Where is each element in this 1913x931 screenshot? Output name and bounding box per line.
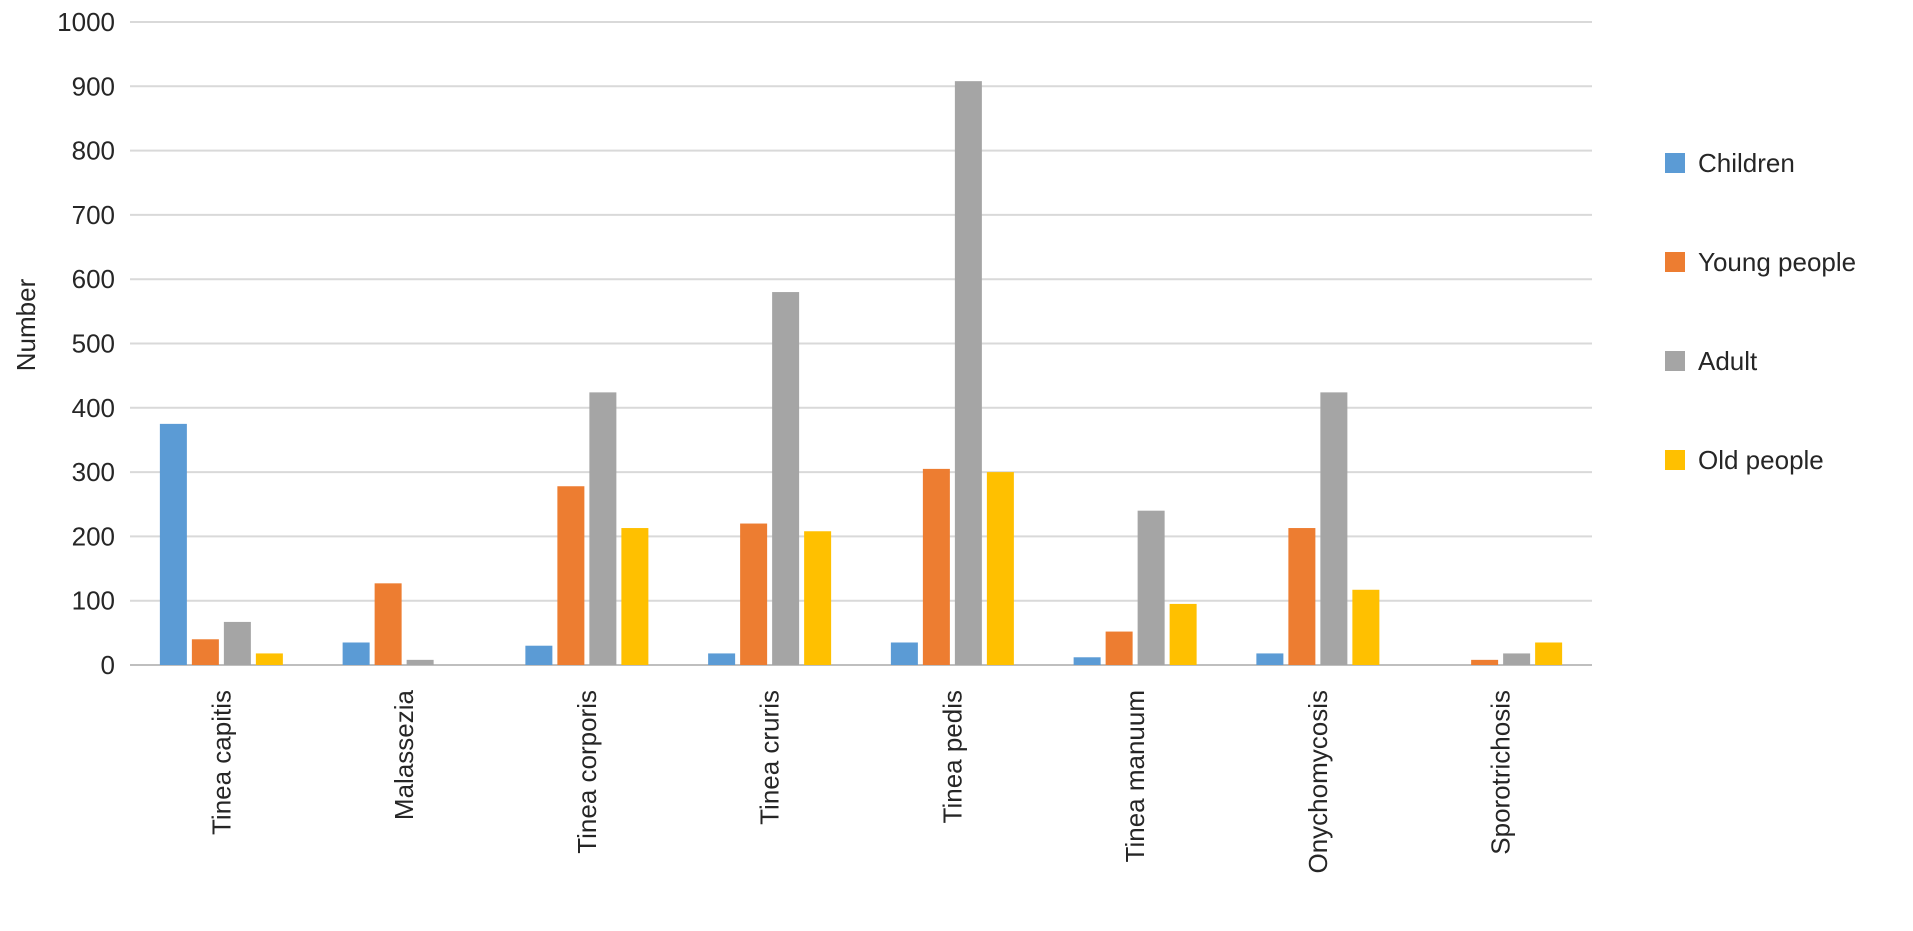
y-tick-label: 200 [72,521,115,551]
bar-adult [772,292,800,665]
bar-children [890,642,918,665]
x-tick-label: Tinea capitis [206,690,236,835]
bar-young-people [1105,631,1133,665]
y-tick-label: 700 [72,200,115,230]
legend-swatch [1665,252,1685,272]
legend-label: Children [1698,148,1795,178]
bar-young-people [191,639,219,665]
legend-swatch [1665,153,1685,173]
legend-label: Old people [1698,445,1824,475]
bar-children [342,642,370,665]
bar-adult [954,81,982,665]
legend: Children Young people Adult Old people [1665,148,1856,475]
bar-adult [406,659,434,665]
y-tick-label: 800 [72,136,115,166]
x-axis: Tinea capitis Malassezia Tinea corporis Tin… [206,689,1515,873]
y-tick-label: 300 [72,457,115,487]
bar-adult [1137,510,1165,665]
bar-old-people [1169,603,1197,665]
bar-old-people [1535,642,1563,665]
bar-adult [589,392,617,665]
gridlines [130,21,1592,666]
legend-label: Adult [1698,346,1758,376]
y-tick-label: 1000 [57,7,115,37]
bar-young-people [557,486,585,665]
legend-swatch [1665,450,1685,470]
bar-young-people [922,468,950,665]
bar-young-people [740,523,768,665]
x-tick-label: Malassezia [389,689,419,820]
x-tick-label: Tinea manuum [1120,690,1150,862]
bar-young-people [1288,528,1316,665]
x-tick-label: Onychomycosis [1303,690,1333,874]
bar-adult [1320,392,1348,665]
bar-old-people [804,531,832,665]
bar-children [159,423,187,665]
y-tick-label: 900 [72,71,115,101]
bar-children [1073,657,1101,665]
y-tick-label: 0 [101,650,115,680]
bar-young-people [374,583,402,665]
x-tick-label: Tinea corporis [572,690,602,854]
bar-young-people [1471,659,1499,665]
x-tick-label: Tinea pedis [937,690,967,823]
y-tick-label: 600 [72,264,115,294]
x-tick-label: Tinea cruris [755,690,785,825]
bar-old-people [621,528,649,665]
legend-label: Young people [1698,247,1856,277]
bars [159,81,1563,665]
y-axis-label: Number [11,278,41,371]
x-tick-label: Sporotrichosis [1486,690,1516,855]
y-axis: 0 100 200 300 400 500 600 700 800 900 1000 [57,7,115,680]
y-tick-label: 500 [72,329,115,359]
y-tick-label: 400 [72,393,115,423]
y-tick-label: 100 [72,586,115,616]
bar-children [708,653,736,665]
bar-children [525,645,553,665]
legend-swatch [1665,351,1685,371]
bar-old-people [1352,589,1380,665]
bar-old-people [986,472,1014,665]
bar-adult [1503,653,1531,665]
bar-adult [223,621,251,665]
bar-old-people [255,653,283,665]
bar-children [1256,653,1284,665]
